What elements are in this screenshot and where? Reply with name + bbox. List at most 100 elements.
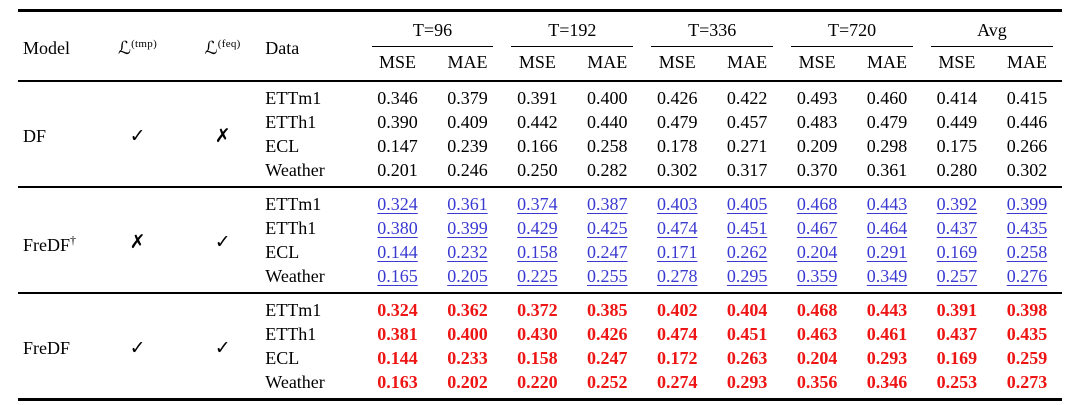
metric-value: 0.435 bbox=[1006, 218, 1048, 238]
metric-value: 0.273 bbox=[1006, 372, 1048, 392]
metric-value: 0.398 bbox=[1006, 300, 1048, 320]
metric-value: 0.457 bbox=[726, 112, 768, 132]
metric-value: 0.257 bbox=[936, 266, 978, 286]
metric-value-cell: 0.271 bbox=[712, 134, 782, 158]
metric-value-cell: 0.144 bbox=[363, 346, 433, 370]
metric-header-mse: MSE bbox=[782, 47, 853, 82]
model-name: FreDF† bbox=[23, 232, 77, 255]
metric-value-cell: 0.274 bbox=[642, 370, 712, 400]
metric-value: 0.172 bbox=[656, 348, 698, 368]
metric-value: 0.425 bbox=[587, 218, 628, 238]
col-header-t192: T=192 bbox=[502, 11, 642, 47]
metric-value: 0.266 bbox=[1006, 136, 1048, 156]
metric-value: 0.402 bbox=[656, 300, 698, 320]
metric-value-cell: 0.255 bbox=[572, 264, 642, 293]
metric-value: 0.169 bbox=[936, 242, 978, 262]
cross-icon: ✗ bbox=[129, 231, 146, 253]
metric-value: 0.461 bbox=[866, 324, 908, 344]
metric-value: 0.400 bbox=[587, 88, 628, 108]
metric-value: 0.400 bbox=[447, 324, 488, 344]
metric-value-cell: 0.169 bbox=[922, 346, 992, 370]
metric-value: 0.409 bbox=[447, 112, 488, 132]
data-row: ECL 0.144 0.233 0.158 0.247 0.172 0.263 0.204 0.… bbox=[18, 346, 1062, 370]
metric-value: 0.483 bbox=[796, 112, 838, 132]
metric-value-cell: 0.273 bbox=[992, 370, 1062, 400]
metric-value-cell: 0.171 bbox=[642, 240, 712, 264]
metric-value: 0.468 bbox=[796, 194, 838, 214]
metric-value: 0.202 bbox=[447, 372, 488, 392]
metric-value: 0.233 bbox=[447, 348, 488, 368]
metric-value-cell: 0.379 bbox=[433, 81, 503, 110]
metric-header-mae: MAE bbox=[432, 47, 503, 82]
metric-value-cell: 0.361 bbox=[852, 158, 922, 187]
metric-header-mse: MSE bbox=[642, 47, 713, 82]
metric-value-cell: 0.361 bbox=[433, 187, 503, 216]
model-name: DF bbox=[23, 126, 47, 146]
metric-value: 0.201 bbox=[377, 160, 418, 180]
metric-value: 0.426 bbox=[587, 324, 628, 344]
metric-value: 0.166 bbox=[517, 136, 558, 156]
metric-value-cell: 0.282 bbox=[572, 158, 642, 187]
metric-value-cell: 0.468 bbox=[782, 187, 852, 216]
metric-value-cell: 0.233 bbox=[433, 346, 503, 370]
metric-value-cell: 0.349 bbox=[852, 264, 922, 293]
metric-value: 0.220 bbox=[517, 372, 558, 392]
metric-value: 0.298 bbox=[866, 136, 908, 156]
metric-value-cell: 0.266 bbox=[992, 134, 1062, 158]
metric-value-cell: 0.204 bbox=[782, 346, 852, 370]
metric-header-mae: MAE bbox=[572, 47, 643, 82]
metric-value-cell: 0.479 bbox=[642, 110, 712, 134]
metric-value: 0.258 bbox=[587, 136, 628, 156]
metric-value-cell: 0.457 bbox=[712, 110, 782, 134]
metric-value-cell: 0.437 bbox=[922, 216, 992, 240]
dataset-name: Weather bbox=[265, 266, 325, 286]
metric-value: 0.464 bbox=[866, 218, 908, 238]
metric-value-cell: 0.246 bbox=[433, 158, 503, 187]
metric-value: 0.390 bbox=[377, 112, 418, 132]
metric-value-cell: 0.443 bbox=[852, 187, 922, 216]
horizon-label: T=96 bbox=[371, 17, 494, 47]
metric-value: 0.255 bbox=[587, 266, 628, 286]
metric-value: 0.178 bbox=[656, 136, 698, 156]
metric-value-cell: 0.278 bbox=[642, 264, 712, 293]
metric-value: 0.247 bbox=[587, 348, 628, 368]
col-header-t720: T=720 bbox=[782, 11, 922, 47]
metric-value-cell: 0.225 bbox=[502, 264, 572, 293]
metric-value: 0.405 bbox=[726, 194, 768, 214]
metric-value: 0.426 bbox=[656, 88, 698, 108]
metric-value: 0.262 bbox=[726, 242, 768, 262]
model-group: DF ✓ ✗ ETTm1 0.346 0.379 0.391 0.400 0.426 0.422 0… bbox=[18, 81, 1062, 187]
metric-value-cell: 0.247 bbox=[572, 346, 642, 370]
metric-value: 0.399 bbox=[447, 218, 488, 238]
metric-value: 0.451 bbox=[726, 324, 768, 344]
col-header-data: Data bbox=[265, 38, 300, 58]
metric-value: 0.295 bbox=[726, 266, 768, 286]
metric-value: 0.280 bbox=[936, 160, 978, 180]
metric-value-cell: 0.166 bbox=[502, 134, 572, 158]
metric-value: 0.209 bbox=[796, 136, 838, 156]
metric-value-cell: 0.426 bbox=[642, 81, 712, 110]
metric-value: 0.276 bbox=[1006, 266, 1048, 286]
metric-value: 0.346 bbox=[377, 88, 418, 108]
metric-value-cell: 0.479 bbox=[852, 110, 922, 134]
col-header-t336: T=336 bbox=[642, 11, 782, 47]
metric-value-cell: 0.172 bbox=[642, 346, 712, 370]
metric-header-mae: MAE bbox=[712, 47, 783, 82]
metric-header-mse: MSE bbox=[921, 47, 992, 82]
metric-value-cell: 0.405 bbox=[712, 187, 782, 216]
metric-value-cell: 0.280 bbox=[922, 158, 992, 187]
metric-value-cell: 0.385 bbox=[572, 293, 642, 322]
metric-value-cell: 0.372 bbox=[502, 293, 572, 322]
metric-value: 0.370 bbox=[796, 160, 838, 180]
model-name: FreDF bbox=[23, 338, 71, 358]
metric-value-cell: 0.461 bbox=[852, 322, 922, 346]
metric-value: 0.440 bbox=[587, 112, 628, 132]
metric-value: 0.474 bbox=[656, 324, 698, 344]
metric-value: 0.429 bbox=[517, 218, 558, 238]
metric-value-cell: 0.440 bbox=[572, 110, 642, 134]
metric-value-cell: 0.414 bbox=[922, 81, 992, 110]
metric-value-cell: 0.422 bbox=[712, 81, 782, 110]
check-icon: ✓ bbox=[214, 231, 231, 253]
metric-value-cell: 0.446 bbox=[992, 110, 1062, 134]
metric-value-cell: 0.370 bbox=[782, 158, 852, 187]
